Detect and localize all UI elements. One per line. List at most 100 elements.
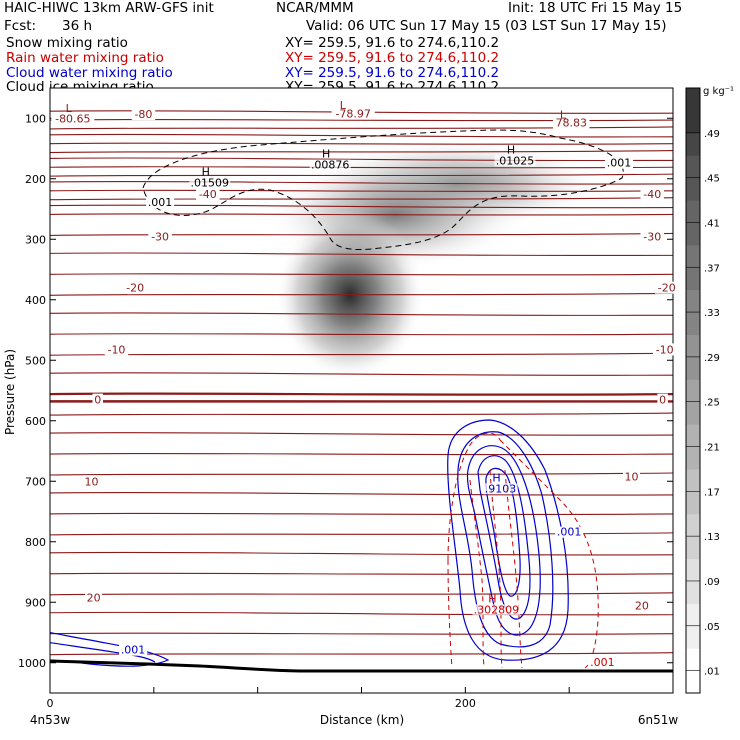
temperature-contour-label: -80.65 (55, 112, 90, 125)
temperature-contour-line (50, 551, 673, 556)
x-axis-title: Distance (km) (320, 713, 404, 727)
temperature-label-bg (123, 281, 147, 294)
extremum-value-bg (494, 155, 536, 167)
temperature-label-bg (148, 230, 172, 243)
terrain-line (50, 659, 673, 673)
contour-value-label: .001 (590, 656, 615, 669)
init-time: Init: 18 UTC Fri 15 May 15 (508, 0, 683, 16)
contour-label-bg (146, 196, 175, 208)
chart-labels: -80.65 -80 -78.97 78.83 -40 -40 -30 -30 -20 -20 -1… (51, 99, 679, 669)
temperature-label-bg (552, 116, 590, 129)
temperature-contour-line (50, 204, 673, 209)
temperature-zero-contour (50, 399, 673, 404)
temperature-label-bg (92, 393, 104, 406)
field-snow-name: Snow mixing ratio (6, 35, 128, 51)
temperature-contour-line (50, 252, 673, 257)
contour-label-bg (119, 644, 148, 656)
colorbar-unit: g kg⁻¹ (703, 86, 734, 97)
temperature-contour-label: -78.97 (335, 107, 370, 120)
temperature-label-bg (83, 475, 101, 488)
temperature-contour-label: 0 (659, 394, 666, 407)
temperature-contour-label: -30 (643, 230, 661, 243)
field-rain-xy: XY= 259.5, 91.6 to 274.6,110.2 (285, 50, 500, 66)
extremum-marker: H (202, 166, 210, 179)
contour-value-label: .001 (121, 644, 146, 657)
field-rain-name: Rain water mixing ratio (6, 50, 164, 66)
temperature-contour-label: -40 (199, 188, 217, 201)
colorbar-segment (686, 88, 700, 134)
contour-value-label: .001 (557, 526, 582, 539)
colorbar: .01 .05 .09 .13 .17 .21 .25 .29 .33 .37 .41 .45 .49 (685, 87, 720, 694)
rain-water-contours (447, 432, 599, 669)
temperature-contour-line (50, 572, 673, 575)
y-tick-label: 700 (25, 475, 46, 488)
colorbar-label: .13 (704, 532, 720, 543)
temperature-contour-label: -80 (134, 108, 152, 121)
temperature-contour-label: -10 (656, 343, 674, 356)
temperature-contour-line (50, 189, 673, 192)
extremum-value-bg (472, 604, 521, 616)
y-tick-label: 400 (25, 294, 46, 307)
temperature-contour-line (50, 392, 673, 396)
y-tick-label: 800 (25, 536, 46, 549)
contour-label-bg (605, 157, 634, 169)
temperature-contour-label: 0 (94, 394, 101, 407)
field-cloudwater-xy: XY= 259.5, 91.6 to 274.6,110.2 (285, 65, 500, 81)
temperature-contour-line (50, 333, 673, 336)
temperature-contour-line (50, 472, 673, 476)
temperature-contour-line (50, 312, 673, 316)
valid-time: Valid: 06 UTC Sun 17 May 15 (03 LST Sun … (306, 18, 667, 34)
colorbar-label: .09 (704, 577, 720, 588)
fcst-value: 36 h (62, 18, 93, 34)
temperature-contour-line (50, 592, 673, 596)
model-title: HAIC-HIWC 13km ARW-GFS init (4, 0, 214, 16)
contour-value-label: .001 (148, 196, 173, 209)
temperature-contour-line (50, 412, 673, 416)
temperature-contour-label: 20 (635, 599, 649, 612)
y-tick-label: 1000 (18, 657, 46, 670)
y-tick-label: 500 (25, 354, 46, 367)
extremum-value-bg (189, 177, 231, 189)
temperature-contour-line (50, 611, 673, 616)
temperature-contour-line (50, 512, 673, 516)
temperature-label-bg (652, 343, 677, 356)
temperature-contour-label: -20 (126, 282, 144, 295)
y-tick-label: 200 (25, 173, 46, 186)
temperature-label-bg (104, 343, 129, 356)
contour-label-bg (588, 656, 617, 668)
colorbar-frame (685, 87, 701, 694)
extremum-value-bg (309, 159, 351, 171)
x-axis: 0 200 (47, 687, 674, 710)
y-tick-label: 100 (25, 112, 46, 125)
org-label: NCAR/MMM (276, 0, 354, 16)
temperature-contour-line (50, 149, 673, 154)
extremum-value: .9103 (485, 482, 517, 495)
y-tick-label: 900 (25, 596, 46, 609)
extremum-marker: L (560, 108, 567, 121)
temperature-contour-line (50, 213, 673, 216)
x-left-endpoint: 4n53w (30, 713, 71, 727)
extremum-marker: L (66, 102, 73, 115)
temperature-contour-label: -40 (643, 188, 661, 201)
temperature-label-bg (51, 112, 95, 125)
temperature-contour-label: -10 (107, 343, 125, 356)
temperature-contour-line (50, 232, 673, 236)
contour-label-bg (555, 526, 584, 538)
temperature-contour-line (50, 273, 673, 276)
fcst-label: Fcst: (4, 18, 37, 34)
colorbar-label: .41 (704, 218, 720, 229)
extremum-marker: H (507, 143, 515, 156)
temperature-contour-line (50, 142, 673, 145)
field-cloudwater-name: Cloud water mixing ratio (6, 65, 173, 81)
temperature-contour-label: 20 (87, 591, 101, 604)
temperature-label-bg (85, 591, 103, 604)
y-tick-label: 600 (25, 415, 46, 428)
extremum-value: .01509 (191, 177, 230, 190)
temperature-contour-line (50, 652, 673, 656)
x-right-endpoint: 6n51w (638, 713, 679, 727)
colorbar-label: .45 (704, 174, 720, 185)
x-tick-label: 200 (455, 697, 476, 710)
temperature-contour-label: 10 (85, 475, 99, 488)
